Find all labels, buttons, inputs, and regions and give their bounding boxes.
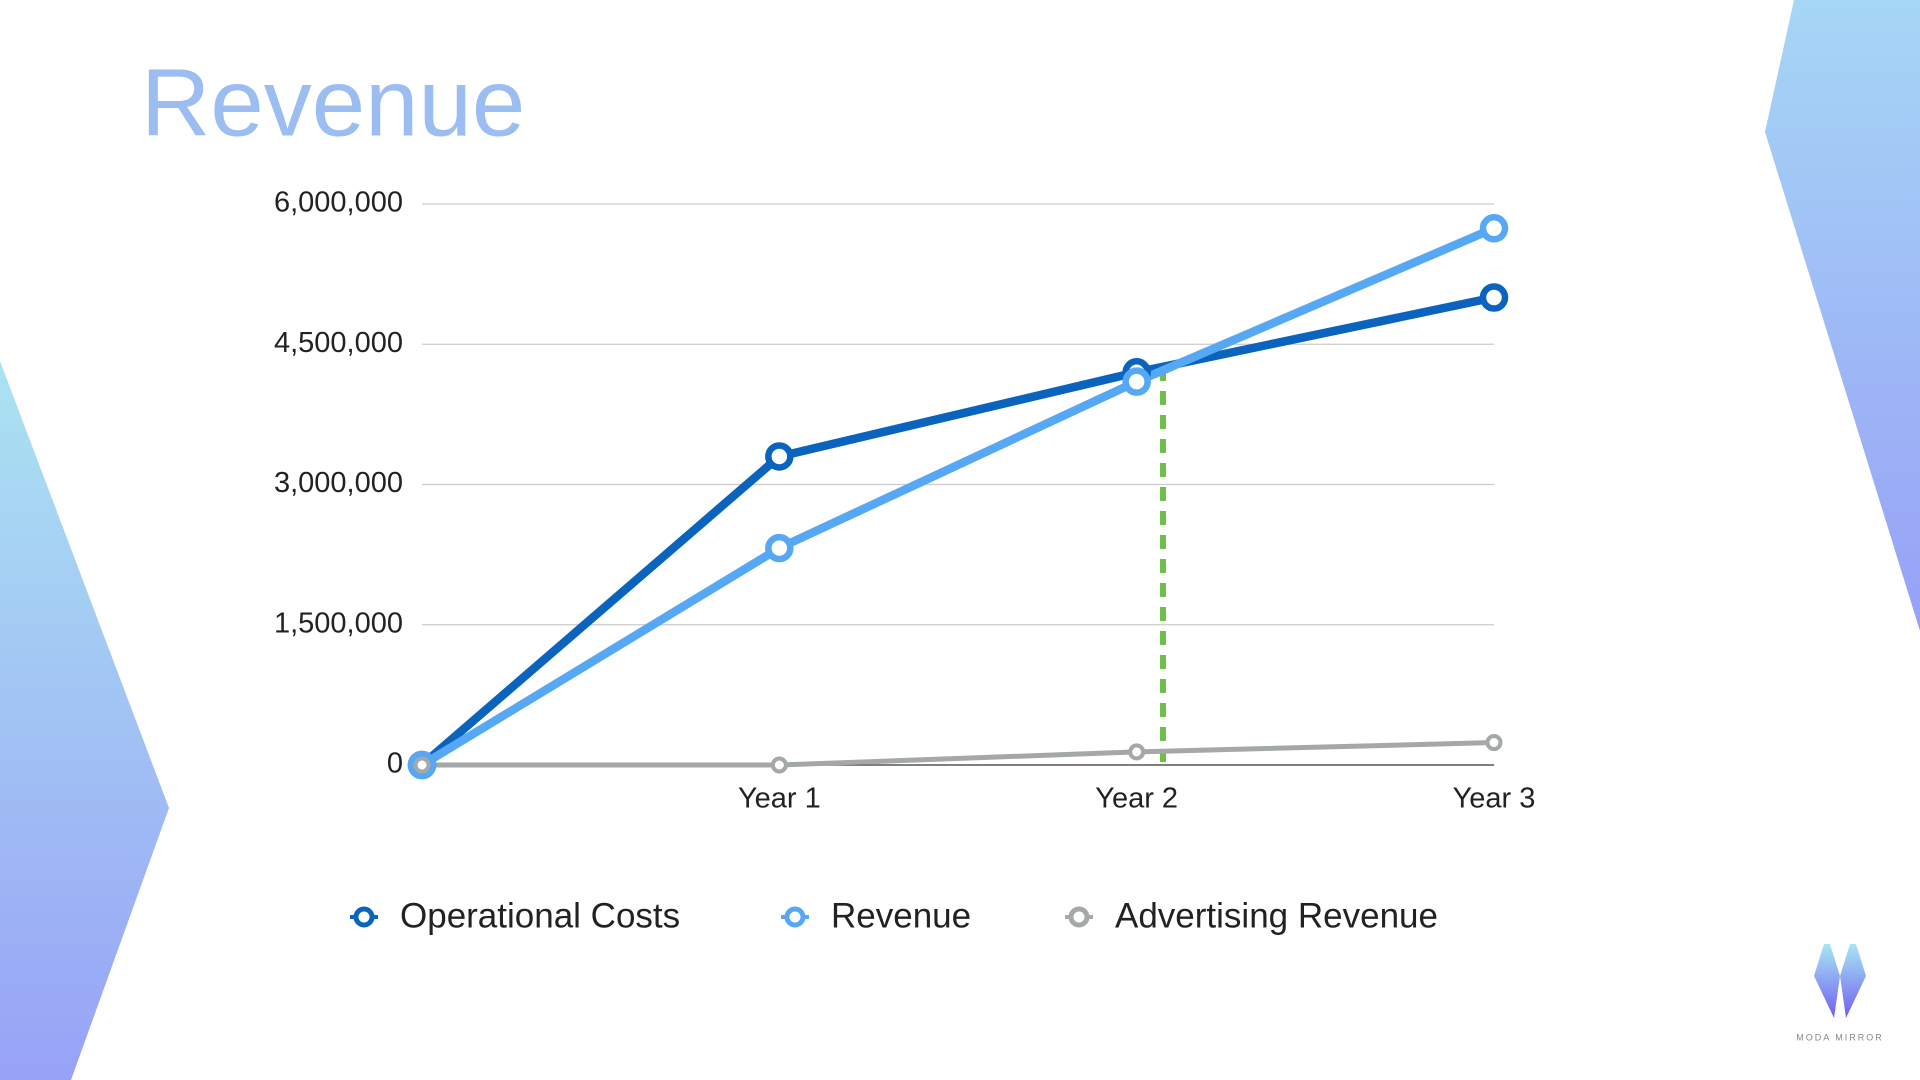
data-point [765, 442, 794, 471]
decor-right [1765, 0, 1920, 631]
logo-text: MODA MIRROR [1796, 1032, 1884, 1042]
data-point [1122, 367, 1151, 396]
legend-label: Advertising Revenue [1115, 896, 1438, 935]
series-line [422, 740, 1495, 768]
y-tick-label: 3,000,000 [274, 467, 403, 499]
data-point [765, 533, 794, 563]
data-point [1479, 283, 1509, 312]
x-tick-label: Year 1 [738, 783, 821, 815]
data-point [1485, 734, 1503, 752]
series-line [419, 293, 1495, 769]
legend-marker [353, 906, 375, 928]
legend-label: Operational Costs [400, 896, 680, 935]
data-point [413, 756, 431, 774]
y-tick-label: 6,000,000 [274, 187, 403, 219]
slide-title: Revenue [141, 49, 525, 156]
legend-marker [784, 906, 806, 928]
legend-label: Revenue [831, 896, 971, 935]
y-tick-label: 0 [387, 748, 403, 780]
logo-mark [1840, 944, 1866, 1018]
series-line [419, 224, 1496, 769]
data-point [1128, 743, 1146, 761]
plot: 0 1,500,000 3,000,000 4,500,000 6,000,000 Yea… [274, 187, 1535, 936]
y-tick-label: 4,500,000 [274, 327, 403, 359]
x-tick-label: Year 3 [1453, 783, 1536, 815]
data-point [1479, 214, 1509, 243]
x-tick-label: Year 2 [1095, 783, 1178, 815]
data-point [770, 756, 788, 774]
y-tick-label: 1,500,000 [274, 607, 403, 639]
logo: MODA MIRROR [1796, 944, 1884, 1042]
legend-marker [1068, 906, 1090, 928]
decor-left [0, 361, 169, 1080]
logo-mark [1814, 944, 1840, 1018]
